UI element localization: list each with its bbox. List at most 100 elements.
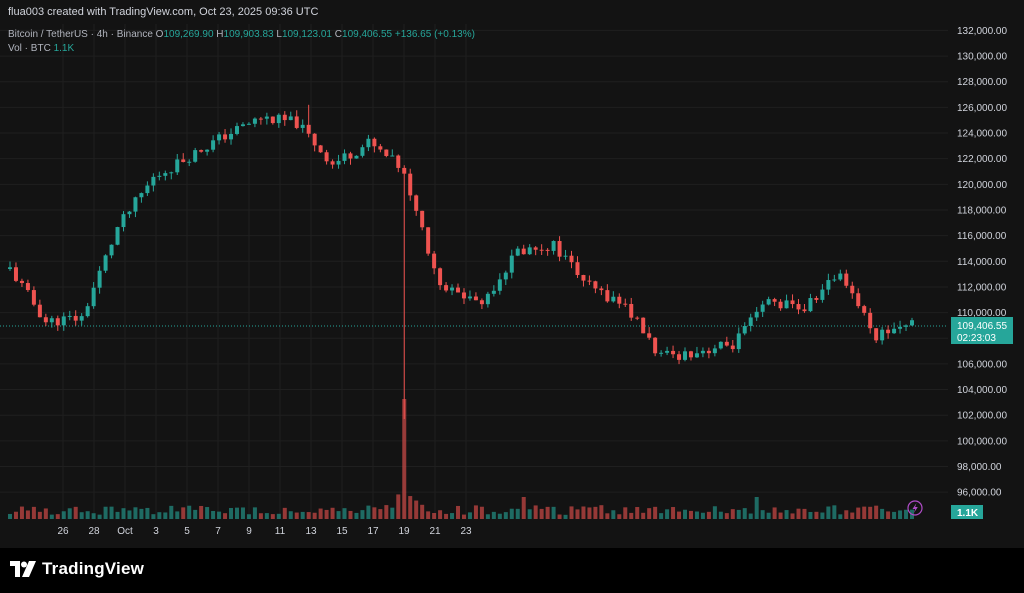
candle-body <box>892 328 897 334</box>
candle-body <box>366 138 371 148</box>
y-tick-label: 116,000.00 <box>957 231 1007 242</box>
volume-bar <box>838 514 843 519</box>
volume-bar <box>485 514 490 519</box>
candle-body <box>282 114 287 121</box>
x-tick-label: 17 <box>367 526 379 537</box>
candle-body <box>874 328 879 341</box>
y-tick-label: 118,000.00 <box>957 205 1007 216</box>
candle-body <box>420 210 425 228</box>
candle-body <box>503 272 508 280</box>
candle-body <box>25 283 30 291</box>
candle-body <box>151 176 156 186</box>
candle-body <box>910 320 914 326</box>
volume-bar <box>270 514 275 519</box>
volume-bar <box>229 507 234 519</box>
candle-body <box>832 279 837 281</box>
volume-bar <box>569 506 574 519</box>
author-line: flua003 created with TradingView.com, Oc… <box>8 6 319 18</box>
candle-body <box>8 267 12 269</box>
volume-bar <box>724 513 729 519</box>
candle-body <box>748 317 753 327</box>
x-tick-label: 21 <box>429 526 441 537</box>
candle-body <box>73 315 78 321</box>
volume-bar <box>874 505 879 519</box>
volume-bar <box>629 512 634 519</box>
volume-bar <box>115 511 120 519</box>
volume-bar <box>844 510 849 519</box>
volume-bar <box>772 507 777 519</box>
candle-body <box>145 185 150 194</box>
x-tick-label: 13 <box>305 526 317 537</box>
volume-bars <box>8 399 914 519</box>
candle-body <box>587 280 592 282</box>
volume-bar <box>163 512 168 519</box>
candle-body <box>593 281 598 289</box>
candle-body <box>688 351 693 358</box>
candle-body <box>575 262 580 276</box>
last-price-badge <box>951 317 1013 344</box>
volume-bar <box>408 496 413 519</box>
candle-body <box>736 333 741 350</box>
volume-bar <box>205 507 210 519</box>
symbol-description[interactable]: Bitcoin / TetherUS · 4h · Binance <box>8 29 153 40</box>
candle-body <box>515 248 520 256</box>
volume-bar <box>665 509 670 519</box>
volume-bar <box>37 511 42 519</box>
time-axis[interactable]: 26 28 Oct 3 5 7 9 11 13 15 17 19 21 23 <box>57 526 472 537</box>
candle-body <box>456 287 461 293</box>
volume-bar <box>348 510 353 519</box>
candle-body <box>61 316 66 326</box>
volume-bar <box>611 510 616 519</box>
y-tick-label: 112,000.00 <box>957 282 1007 293</box>
candle-body <box>551 241 556 251</box>
price-axis[interactable]: 132,000.00 130,000.00 128,000.00 126,000.00… <box>957 26 1007 499</box>
volume-bar <box>444 513 449 519</box>
candle-body <box>521 248 526 255</box>
volume-bar <box>133 507 138 519</box>
volume-bar <box>641 512 646 519</box>
candle-body <box>844 273 849 286</box>
candle-body <box>730 345 735 350</box>
candle-body <box>360 147 365 156</box>
candle-body <box>384 149 389 157</box>
candle-body <box>659 352 664 354</box>
candle-body <box>223 134 228 140</box>
close-value: 109,406.55 <box>342 29 393 40</box>
volume-bar <box>25 510 30 519</box>
candle-body <box>288 116 293 121</box>
volume-bar <box>91 513 96 519</box>
candle-body <box>414 195 419 211</box>
volume-bar <box>300 511 305 519</box>
volume-bar <box>593 506 598 519</box>
volume-bar <box>880 508 885 519</box>
candle-body <box>67 315 72 317</box>
volume-bar <box>623 507 628 519</box>
candle-body <box>169 172 174 174</box>
candle-body <box>103 255 108 271</box>
volume-bar <box>479 506 484 519</box>
candle-body <box>13 267 18 281</box>
tradingview-brand[interactable]: TradingView <box>10 556 144 582</box>
volume-bar <box>432 513 437 519</box>
volume-label: 1.1K <box>951 505 983 519</box>
candle-body <box>826 280 831 290</box>
candle-body <box>796 304 801 310</box>
candle-body <box>181 159 186 162</box>
volume-bar <box>8 513 12 519</box>
volume-bar <box>109 506 114 519</box>
volume-legend-label[interactable]: Vol · BTC <box>8 43 51 54</box>
grid-lines <box>0 24 948 519</box>
y-tick-label: 130,000.00 <box>957 52 1007 63</box>
last-price-label: 109,406.55 02:23:03 <box>951 317 1013 344</box>
volume-bar <box>671 507 676 519</box>
volume-bar <box>647 508 652 519</box>
volume-badge <box>951 505 983 519</box>
volume-bar <box>826 506 831 519</box>
candle-body <box>342 153 347 161</box>
price-chart[interactable]: 132,000.00 130,000.00 128,000.00 126,000.00… <box>0 0 1024 548</box>
y-tick-label: 96,000.00 <box>957 488 1002 499</box>
lightning-icon[interactable] <box>907 500 923 516</box>
volume-bar <box>557 514 562 519</box>
candle-body <box>527 247 532 255</box>
candle-body <box>641 317 646 334</box>
